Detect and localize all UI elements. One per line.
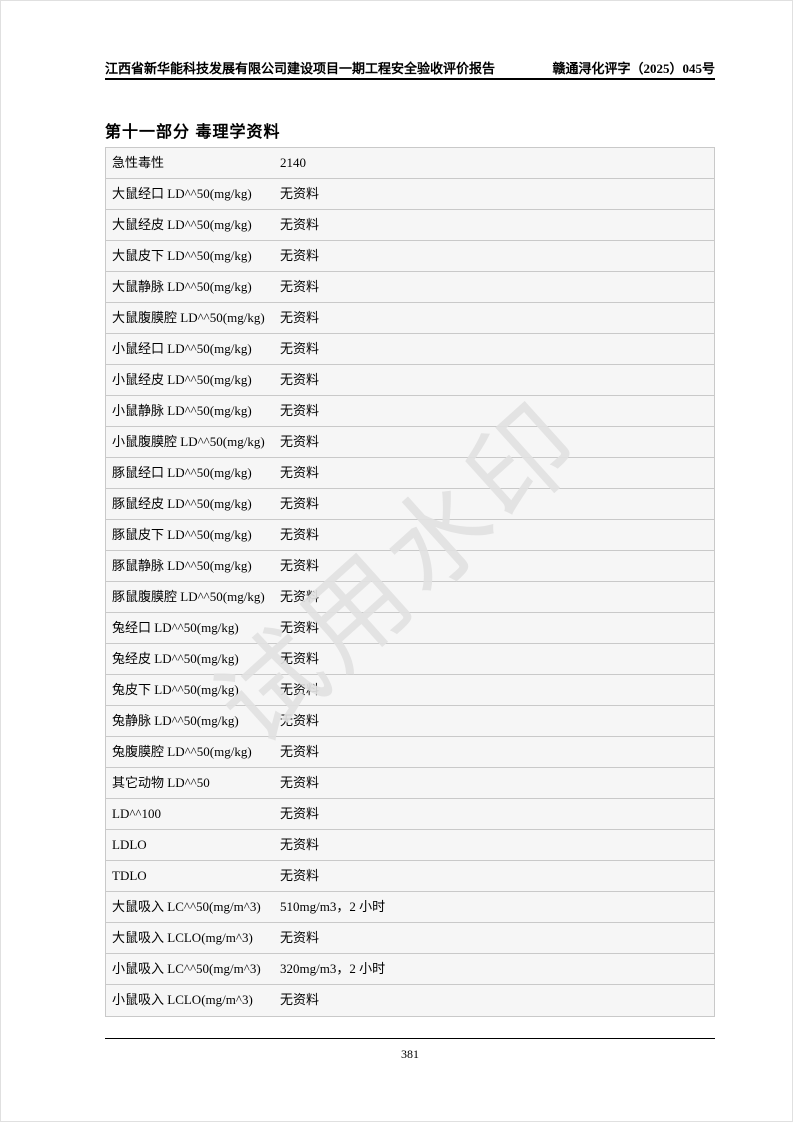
row-value: 无资料 [280, 217, 320, 232]
row-value: 无资料 [280, 558, 320, 573]
row-label: 大鼠静脉 LD^^50(mg/kg) [112, 279, 252, 294]
row-label: 兔经皮 LD^^50(mg/kg) [112, 651, 239, 666]
row-value: 无资料 [280, 589, 320, 604]
row-label: 大鼠吸入 LCLO(mg/m^3) [112, 930, 253, 945]
header-report-title: 江西省新华能科技发展有限公司建设项目一期工程安全验收评价报告 [105, 61, 496, 76]
row-value: 无资料 [280, 341, 320, 356]
page-header: 江西省新华能科技发展有限公司建设项目一期工程安全验收评价报告 赣通浔化评字（20… [105, 57, 715, 77]
row-label: 大鼠腹膜腔 LD^^50(mg/kg) [112, 310, 265, 325]
row-label: 急性毒性 [112, 155, 165, 170]
row-value: 无资料 [280, 279, 320, 294]
row-value: 无资料 [280, 682, 320, 697]
table-row: 豚鼠经皮 LD^^50(mg/kg) 无资料 [106, 489, 714, 520]
header-document-number: 赣通浔化评字（2025）045号 [552, 61, 715, 76]
table-row: 大鼠腹膜腔 LD^^50(mg/kg) 无资料 [106, 303, 714, 334]
table-row: LD^^100 无资料 [106, 799, 714, 830]
table-row: 豚鼠皮下 LD^^50(mg/kg) 无资料 [106, 520, 714, 551]
table-row: 豚鼠静脉 LD^^50(mg/kg) 无资料 [106, 551, 714, 582]
row-value: 无资料 [280, 992, 320, 1007]
row-value: 无资料 [280, 527, 320, 542]
table-row: 急性毒性 2140 [106, 148, 714, 179]
row-label: 兔经口 LD^^50(mg/kg) [112, 620, 239, 635]
toxicology-table: 急性毒性 2140 大鼠经口 LD^^50(mg/kg) 无资料 大鼠经皮 LD… [105, 147, 715, 1017]
table-row: 小鼠经口 LD^^50(mg/kg) 无资料 [106, 334, 714, 365]
row-label: 豚鼠静脉 LD^^50(mg/kg) [112, 558, 252, 573]
row-label: 小鼠腹膜腔 LD^^50(mg/kg) [112, 434, 265, 449]
row-label: 大鼠经皮 LD^^50(mg/kg) [112, 217, 252, 232]
row-value: 无资料 [280, 496, 320, 511]
row-value: 无资料 [280, 403, 320, 418]
table-row: 豚鼠经口 LD^^50(mg/kg) 无资料 [106, 458, 714, 489]
table-row: 豚鼠腹膜腔 LD^^50(mg/kg) 无资料 [106, 582, 714, 613]
row-label: 兔腹膜腔 LD^^50(mg/kg) [112, 744, 252, 759]
table-row: 大鼠皮下 LD^^50(mg/kg) 无资料 [106, 241, 714, 272]
row-value: 无资料 [280, 713, 320, 728]
table-row: 大鼠静脉 LD^^50(mg/kg) 无资料 [106, 272, 714, 303]
row-label: 小鼠吸入 LCLO(mg/m^3) [112, 992, 253, 1007]
table-row: 大鼠吸入 LCLO(mg/m^3) 无资料 [106, 923, 714, 954]
row-label: 小鼠静脉 LD^^50(mg/kg) [112, 403, 252, 418]
table-row: 大鼠经皮 LD^^50(mg/kg) 无资料 [106, 210, 714, 241]
row-value: 2140 [280, 155, 306, 170]
table-row: 兔经皮 LD^^50(mg/kg) 无资料 [106, 644, 714, 675]
table-row: 其它动物 LD^^50 无资料 [106, 768, 714, 799]
header-rule [105, 78, 715, 80]
row-label: LDLO [112, 837, 147, 852]
footer-rule [105, 1038, 715, 1039]
page-number: 381 [401, 1047, 419, 1061]
row-value: 无资料 [280, 651, 320, 666]
table-row: 小鼠吸入 LCLO(mg/m^3) 无资料 [106, 985, 714, 1016]
row-label: 小鼠经皮 LD^^50(mg/kg) [112, 372, 252, 387]
table-row: 小鼠经皮 LD^^50(mg/kg) 无资料 [106, 365, 714, 396]
row-value: 无资料 [280, 620, 320, 635]
row-value: 无资料 [280, 186, 320, 201]
row-label: 豚鼠经皮 LD^^50(mg/kg) [112, 496, 252, 511]
table-row: 大鼠经口 LD^^50(mg/kg) 无资料 [106, 179, 714, 210]
row-value: 无资料 [280, 837, 320, 852]
table-row: 小鼠吸入 LC^^50(mg/m^3) 320mg/m3，2 小时 [106, 954, 714, 985]
row-value: 无资料 [280, 372, 320, 387]
table-row: LDLO 无资料 [106, 830, 714, 861]
row-label: 小鼠经口 LD^^50(mg/kg) [112, 341, 252, 356]
row-label: 大鼠经口 LD^^50(mg/kg) [112, 186, 252, 201]
row-label: 其它动物 LD^^50 [112, 775, 210, 790]
table-row: 大鼠吸入 LC^^50(mg/m^3) 510mg/m3，2 小时 [106, 892, 714, 923]
row-label: 兔静脉 LD^^50(mg/kg) [112, 713, 239, 728]
row-value: 无资料 [280, 806, 320, 821]
row-label: 大鼠吸入 LC^^50(mg/m^3) [112, 899, 261, 914]
table-row: TDLO 无资料 [106, 861, 714, 892]
row-label: 豚鼠腹膜腔 LD^^50(mg/kg) [112, 589, 265, 604]
row-label: 小鼠吸入 LC^^50(mg/m^3) [112, 961, 261, 976]
section-title: 第十一部分 毒理学资料 [105, 124, 281, 141]
row-value: 无资料 [280, 744, 320, 759]
row-label: 豚鼠经口 LD^^50(mg/kg) [112, 465, 252, 480]
row-value: 无资料 [280, 310, 320, 325]
row-value: 无资料 [280, 868, 320, 883]
row-value: 无资料 [280, 930, 320, 945]
table-row: 小鼠腹膜腔 LD^^50(mg/kg) 无资料 [106, 427, 714, 458]
table-row: 兔腹膜腔 LD^^50(mg/kg) 无资料 [106, 737, 714, 768]
row-value: 无资料 [280, 775, 320, 790]
row-value: 510mg/m3，2 小时 [280, 899, 386, 914]
table-row: 兔皮下 LD^^50(mg/kg) 无资料 [106, 675, 714, 706]
table-row: 小鼠静脉 LD^^50(mg/kg) 无资料 [106, 396, 714, 427]
row-label: 兔皮下 LD^^50(mg/kg) [112, 682, 239, 697]
row-label: TDLO [112, 868, 147, 883]
row-label: 豚鼠皮下 LD^^50(mg/kg) [112, 527, 252, 542]
row-value: 无资料 [280, 248, 320, 263]
row-value: 320mg/m3，2 小时 [280, 961, 386, 976]
row-value: 无资料 [280, 465, 320, 480]
row-value: 无资料 [280, 434, 320, 449]
row-label: LD^^100 [112, 806, 162, 821]
table-row: 兔静脉 LD^^50(mg/kg) 无资料 [106, 706, 714, 737]
table-row: 兔经口 LD^^50(mg/kg) 无资料 [106, 613, 714, 644]
row-label: 大鼠皮下 LD^^50(mg/kg) [112, 248, 252, 263]
